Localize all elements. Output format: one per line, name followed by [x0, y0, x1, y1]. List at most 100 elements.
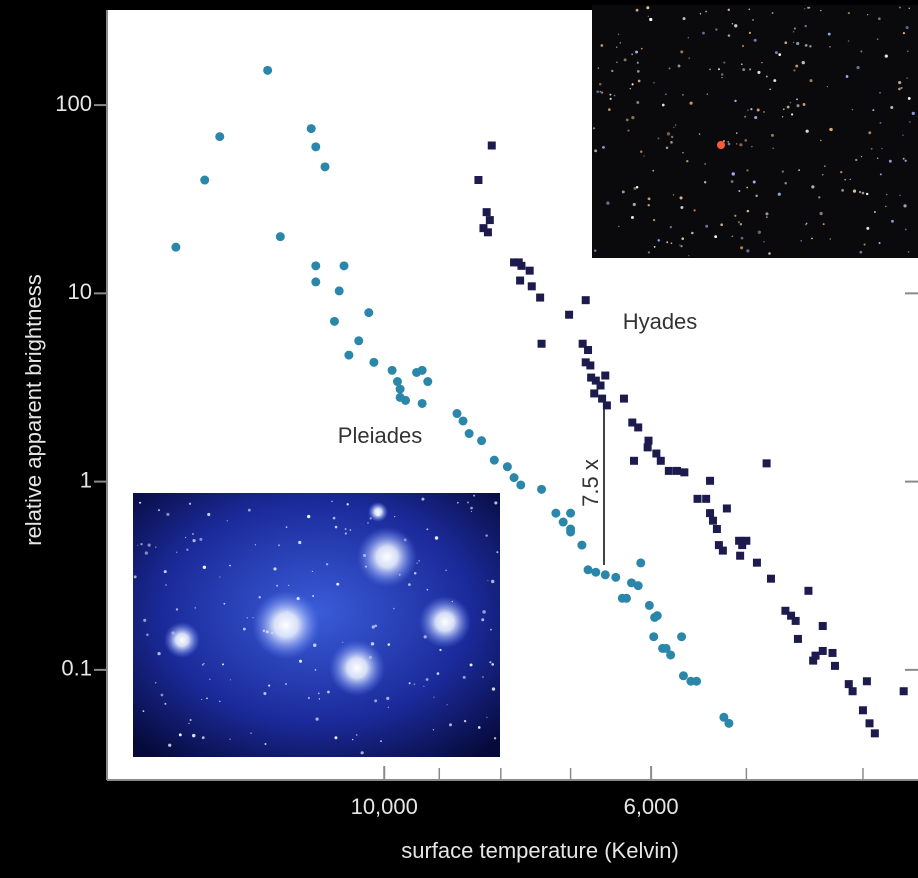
data-point [401, 395, 411, 405]
photo-star [734, 99, 737, 103]
data-point [320, 162, 330, 172]
data-point [458, 416, 468, 426]
photo-star [774, 51, 778, 55]
photo-star [636, 61, 639, 64]
photo-star [730, 180, 734, 183]
data-point [766, 574, 775, 583]
photo-star [682, 17, 686, 21]
data-point [464, 429, 474, 439]
photo-star [481, 618, 485, 622]
photo-star [445, 569, 447, 571]
data-point [656, 456, 665, 465]
photo-star [790, 113, 794, 116]
photo-star [688, 57, 690, 59]
photo-star [661, 103, 665, 107]
photo-star [670, 140, 673, 144]
data-point [626, 578, 636, 588]
photo-star [691, 231, 694, 235]
photo-star [342, 641, 344, 643]
data-point [706, 509, 715, 518]
photo-star [630, 215, 634, 219]
photo-star [657, 239, 661, 242]
photo-star [386, 696, 390, 700]
photo-star [439, 648, 442, 652]
photo-star [314, 669, 317, 671]
photo-star [344, 528, 347, 531]
photo-star [653, 82, 655, 84]
photo-star [845, 75, 849, 78]
photo-star [207, 512, 211, 517]
data-point [525, 266, 534, 275]
photo-star [879, 91, 881, 94]
data-point [818, 646, 827, 655]
photo-star [334, 525, 338, 529]
data-point [479, 224, 488, 233]
photo-star [763, 111, 765, 113]
photo-star [670, 242, 673, 245]
photo-star [449, 723, 452, 727]
photo-star [640, 150, 643, 153]
photo-star [693, 209, 696, 212]
photo-star [201, 736, 205, 740]
data-point [417, 398, 427, 408]
photo-star [904, 159, 907, 162]
photo-star [888, 159, 892, 163]
photo-star [898, 81, 902, 85]
photo-star [184, 536, 187, 539]
photo-star [727, 141, 730, 143]
data-point [708, 516, 717, 525]
photo-star [899, 194, 901, 196]
photo-star [368, 502, 388, 522]
photo-star [717, 141, 725, 149]
photo-star [157, 651, 161, 656]
data-point [477, 436, 487, 446]
photo-star [617, 33, 620, 36]
photo-star [611, 69, 614, 73]
photo-star [809, 79, 813, 83]
photo-star [706, 93, 708, 95]
photo-star [886, 193, 888, 196]
photo-star [878, 17, 881, 21]
photo-star [356, 734, 358, 736]
photo-star [189, 718, 192, 722]
x-tick-label: 10,000 [351, 794, 418, 819]
photo-star [202, 662, 205, 665]
photo-star [750, 107, 753, 111]
photo-star [254, 544, 257, 546]
data-point [581, 358, 590, 367]
photo-star [784, 182, 787, 185]
data-point [804, 586, 813, 595]
data-point [565, 310, 574, 319]
photo-star [252, 591, 320, 659]
photo-star [360, 751, 364, 755]
photo-star [367, 522, 369, 524]
photo-star [209, 678, 211, 680]
photo-star [863, 243, 866, 246]
photo-star [746, 169, 749, 172]
photo-star [900, 86, 903, 89]
photo-star [606, 201, 610, 205]
photo-star [665, 93, 667, 96]
photo-star [229, 679, 232, 681]
data-point [702, 494, 711, 503]
data-point [628, 418, 637, 427]
photo-star [635, 186, 639, 189]
data-point [311, 277, 321, 287]
photo-star [765, 75, 768, 78]
data-point [311, 142, 321, 152]
photo-star [876, 38, 879, 40]
photo-star [781, 116, 784, 118]
photo-star [884, 54, 888, 58]
photo-star [802, 103, 806, 106]
data-point [865, 719, 874, 728]
photo-star [715, 28, 718, 31]
photo-star [753, 38, 757, 42]
photo-star [670, 135, 674, 139]
photo-star [202, 565, 207, 569]
photo-star [374, 699, 378, 703]
photo-star [419, 596, 471, 648]
photo-star [756, 108, 760, 112]
data-point [649, 632, 659, 642]
photo-star [621, 190, 625, 194]
photo-star [778, 53, 782, 57]
